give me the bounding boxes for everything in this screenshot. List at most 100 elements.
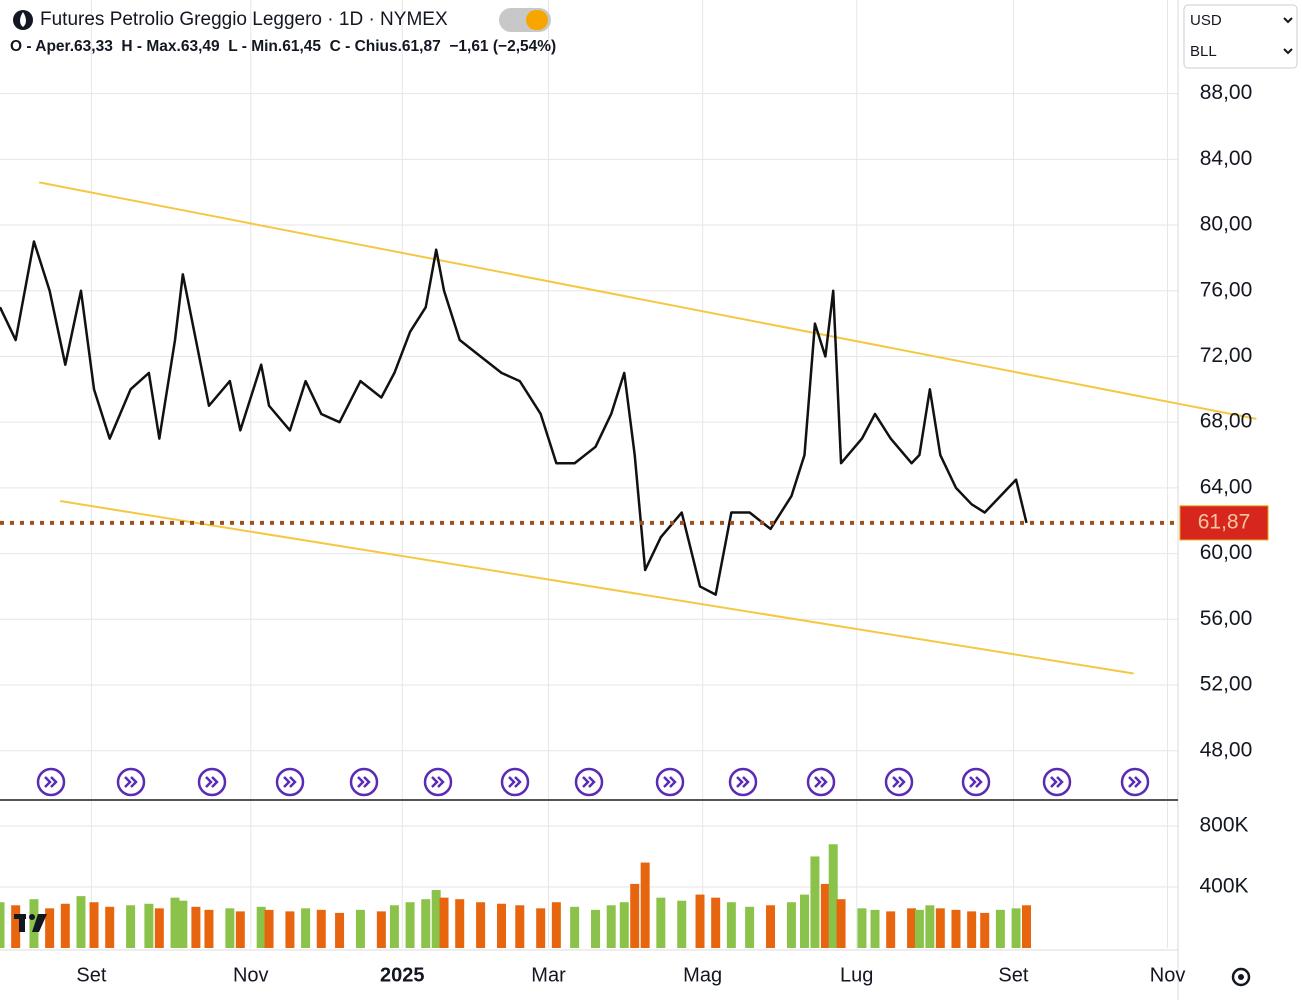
- volume-bar: [476, 902, 486, 948]
- event-arrow: [969, 776, 983, 788]
- volume-bar: [619, 902, 629, 948]
- volume-bar: [551, 902, 561, 948]
- volume-bar: [967, 911, 977, 948]
- grid: [0, 0, 1178, 948]
- volume-bar: [820, 883, 830, 948]
- event-arrow: [124, 776, 138, 788]
- volume-bar: [256, 906, 266, 948]
- volume-bar: [191, 906, 201, 948]
- volume-bar: [11, 905, 21, 948]
- volume-bar: [154, 908, 164, 948]
- volume-bar: [935, 908, 945, 948]
- volume-bar: [766, 905, 776, 948]
- status-dot: [526, 10, 548, 30]
- event-arrow: [357, 776, 371, 788]
- ohlc-line: O - Aper.63,33 H - Max.63,49 L - Min.61,…: [10, 38, 556, 55]
- volume-bar: [60, 903, 70, 948]
- x-tick-label: Mar: [531, 964, 566, 986]
- settings-icon[interactable]: [1231, 967, 1251, 987]
- volume-bar: [405, 902, 415, 948]
- volume-bar: [76, 896, 86, 948]
- volume-bar: [828, 844, 838, 948]
- volume-bar: [335, 912, 345, 948]
- volume-bar: [496, 903, 506, 948]
- volume-bar: [656, 897, 666, 948]
- volume-bar: [711, 897, 721, 948]
- currency-box[interactable]: [1183, 4, 1298, 69]
- volume-bar: [89, 902, 99, 948]
- event-arrow: [1128, 776, 1142, 788]
- volume-bar: [126, 905, 136, 948]
- trend-line: [59, 500, 1134, 675]
- volume-bar: [980, 912, 990, 948]
- y-tick-label: 64,00: [1200, 475, 1253, 498]
- event-arrow: [431, 776, 445, 788]
- volume-bar: [29, 899, 39, 948]
- volume-bar: [799, 894, 809, 948]
- last-price-label: 61,87: [1198, 510, 1251, 533]
- volume-bar: [695, 894, 705, 948]
- volume-bar: [431, 890, 441, 948]
- volume-bar: [857, 908, 867, 948]
- symbol-title: Futures Petrolio Greggio Leggero · 1D · …: [40, 9, 448, 30]
- volume-bar: [907, 908, 917, 948]
- volume-bar: [786, 902, 796, 948]
- volume-bar: [870, 909, 880, 948]
- volume-bar: [204, 909, 214, 948]
- volume-bar: [285, 911, 295, 948]
- drop-icon: [20, 12, 26, 27]
- volume-bar: [455, 899, 465, 948]
- y-tick-label: 80,00: [1200, 213, 1253, 236]
- volume-bar: [0, 902, 5, 948]
- volume-bar: [389, 905, 399, 948]
- x-tick-label: Set: [998, 964, 1028, 986]
- volume-bar: [745, 906, 755, 948]
- volume-bar: [421, 899, 431, 948]
- volume-bar: [105, 906, 115, 948]
- last-price-box: [1179, 505, 1269, 541]
- y-tick-label: 48,00: [1200, 738, 1253, 761]
- event-arrow: [736, 776, 750, 788]
- x-tick-label: Mag: [683, 964, 722, 986]
- y-tick-label: 88,00: [1200, 81, 1253, 104]
- y-tick-label: 76,00: [1200, 278, 1253, 301]
- y-tick-label: 84,00: [1200, 147, 1253, 170]
- volume-bar: [925, 905, 935, 948]
- volume-bar: [355, 909, 365, 948]
- event-arrow: [582, 776, 596, 788]
- unit[interactable]: BLL: [1190, 43, 1217, 60]
- volume-bar: [570, 906, 580, 948]
- y-tick-label: 56,00: [1200, 607, 1253, 630]
- plot: [0, 181, 1257, 948]
- currency[interactable]: USD: [1190, 12, 1222, 29]
- volume-bar: [726, 902, 736, 948]
- volume-bar: [235, 911, 245, 948]
- volume-bar: [376, 911, 386, 948]
- volume-bar: [640, 862, 650, 948]
- event-arrow: [814, 776, 828, 788]
- x-tick-label: Nov: [233, 964, 269, 986]
- y-tick-label: 60,00: [1200, 541, 1253, 564]
- event-arrow: [892, 776, 906, 788]
- y-tick-label: 400K: [1199, 875, 1248, 898]
- volume-bar: [439, 897, 449, 948]
- y-tick-label: 52,00: [1200, 673, 1253, 696]
- volume-bar: [170, 897, 180, 948]
- volume-bar: [1011, 908, 1021, 948]
- volume-bar: [45, 908, 55, 948]
- volume-bar: [591, 909, 601, 948]
- price-line: [0, 240, 1028, 596]
- x-tick-label: 2025: [380, 964, 425, 986]
- event-arrow: [283, 776, 297, 788]
- event-arrow: [508, 776, 522, 788]
- y-tick-label: 800K: [1199, 813, 1248, 836]
- volume-bar: [951, 909, 961, 948]
- x-tick-label: Set: [76, 964, 106, 986]
- volume-bar: [1022, 905, 1032, 948]
- volume-bar: [225, 908, 235, 948]
- volume-bar: [316, 909, 326, 948]
- y-tick-label: 72,00: [1200, 344, 1253, 367]
- volume-bar: [886, 911, 896, 948]
- volume-bar: [515, 905, 525, 948]
